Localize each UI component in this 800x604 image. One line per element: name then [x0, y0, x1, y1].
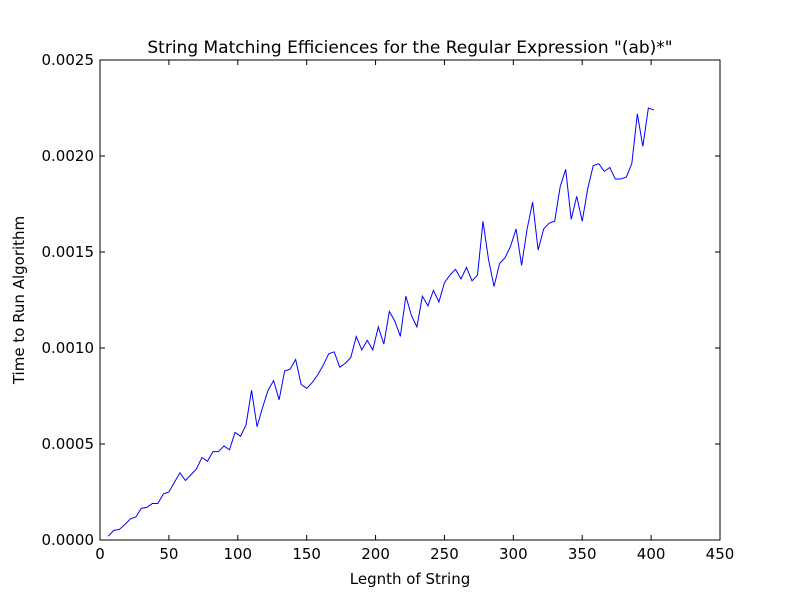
y-tick-label: 0.0020	[42, 147, 95, 165]
plot-area	[107, 107, 655, 537]
data-line	[107, 107, 655, 537]
y-tick-label: 0.0005	[42, 435, 95, 453]
y-tick-label: 0.0025	[42, 51, 95, 69]
y-tick-label: 0.0015	[42, 243, 95, 261]
y-tick-label: 0.0000	[42, 531, 95, 549]
x-tick-label: 350	[568, 545, 597, 563]
plot-frame	[99, 59, 721, 541]
x-tick-label: 250	[430, 545, 459, 563]
x-tick-label: 300	[499, 545, 528, 563]
x-tick-label: 200	[361, 545, 390, 563]
x-tick-label: 450	[706, 545, 735, 563]
x-tick-label: 400	[637, 545, 666, 563]
chart-title: String Matching Efficiences for the Regu…	[147, 38, 672, 58]
y-tick-label: 0.0010	[42, 339, 95, 357]
x-tick-label: 50	[159, 545, 178, 563]
x-tick-label: 100	[223, 545, 252, 563]
x-tick-label: 0	[95, 545, 105, 563]
x-axis-label: Legnth of String	[350, 570, 471, 588]
y-axis-label: Time to Run Algorithm	[10, 216, 28, 385]
x-tick-label: 150	[292, 545, 321, 563]
